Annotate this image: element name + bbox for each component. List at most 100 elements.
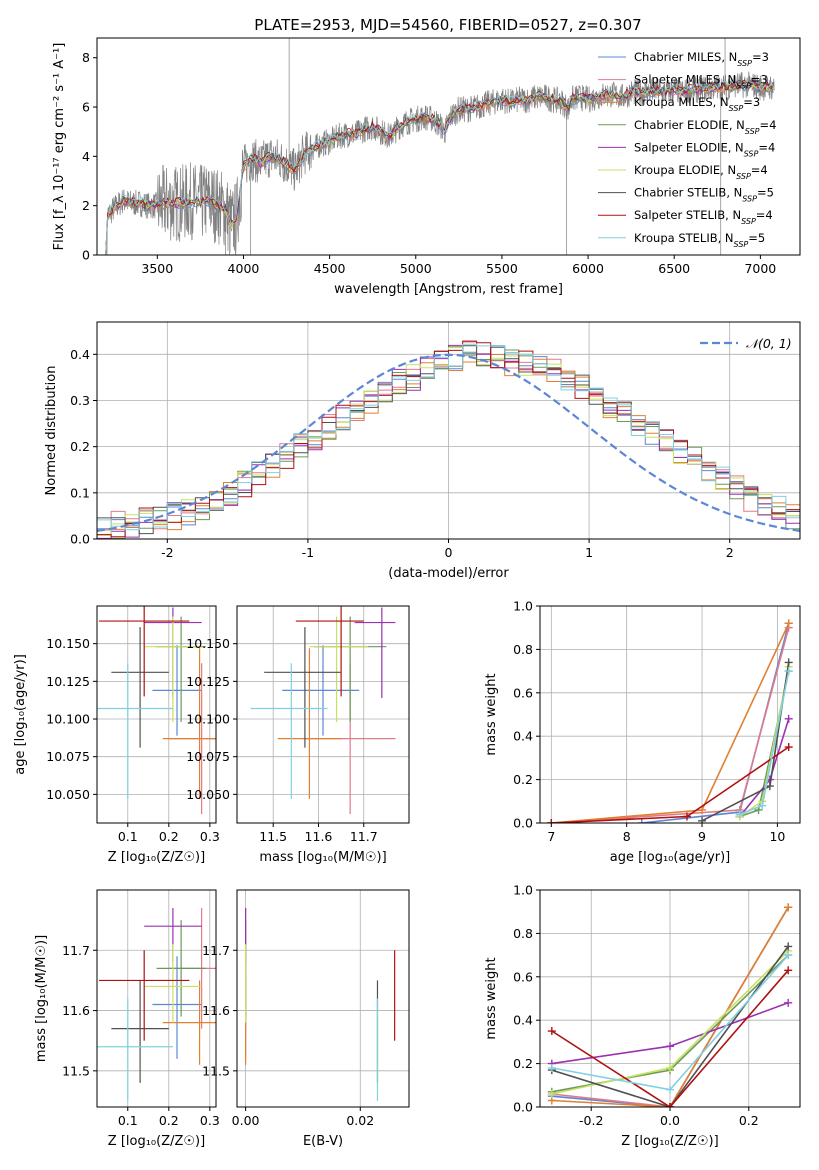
legend-label: Salpeter STELIB, NSSP=4 [634, 208, 773, 226]
age_vs_mass-plot-area [251, 606, 396, 814]
x-tick-label: 9 [698, 829, 706, 844]
x-tick-label: 10 [769, 829, 785, 844]
x-tick-label: 0.00 [232, 1113, 260, 1128]
legend-suffix: =3 [751, 73, 768, 87]
legend-suffix: =5 [757, 186, 774, 200]
mass_vs_Z-axes: 0.1 0.2 0.311.511.611.7Z [log₁₀(Z/Z☉)]mass… [34, 890, 220, 1149]
y-tick-label: 2 [82, 198, 90, 213]
mass_vs_EBV-plot-area [246, 908, 395, 1101]
x-tick-label: 4500 [314, 261, 346, 276]
y-tick-label: 10.050 [46, 787, 90, 802]
y-tick-label: 0.1 [70, 485, 90, 500]
x-axis-label: mass [log₁₀(M/M☉)] [259, 850, 386, 865]
mass-weight-marker [785, 715, 793, 723]
mass-weight-marker [548, 1027, 556, 1035]
mass_vs_Z-frame [97, 890, 216, 1107]
legend-suffix: =4 [756, 208, 773, 222]
legend-label: Kroupa STELIB, NSSP=5 [634, 231, 765, 249]
y-tick-label: 0.4 [513, 729, 533, 744]
y-tick-label: 10.075 [46, 749, 90, 764]
x-tick-label: 3500 [141, 261, 173, 276]
x-tick-label: -2 [161, 545, 173, 560]
residuals-axes: -2 -1 0 1 20.00.10.20.30.4(data-model)/error… [44, 322, 800, 581]
x-axis-label: wavelength [Angstrom, rest frame] [334, 282, 563, 297]
legend-subscript: SSP [742, 194, 757, 203]
x-axis-label: Z [log₁₀(Z/Z☉)] [621, 1134, 718, 1149]
y-tick-label: 0.2 [513, 1056, 533, 1071]
x-tick-label: 11.7 [350, 829, 378, 844]
y-axis-label: mass [log₁₀(M/M☉)] [34, 935, 49, 1062]
y-tick-label: 11.7 [62, 943, 90, 958]
x-tick-label: 11.6 [305, 829, 333, 844]
legend-subscript: SSP [736, 172, 751, 181]
y-axis-label: age [log₁₀(age/yr)] [13, 654, 28, 775]
x-tick-label: 11.5 [259, 829, 287, 844]
legend-label: 𝒩(0, 1) [746, 336, 792, 351]
x-tick-label: 0.02 [346, 1113, 374, 1128]
x-tick-label: 8 [623, 829, 631, 844]
legend-subscript: SSP [729, 104, 744, 113]
legend-label: Salpeter ELODIE, NSSP=4 [634, 140, 775, 158]
legend-label: Kroupa MILES, NSSP=3 [634, 95, 760, 113]
legend-label: Chabrier ELODIE, NSSP=4 [634, 118, 776, 136]
legend-label: Chabrier MILES, NSSP=3 [634, 50, 769, 68]
legend-subscript: SSP [736, 81, 751, 90]
mass-weight-marker [784, 903, 792, 911]
x-tick-label: 5000 [400, 261, 432, 276]
x-axis-label: E(B-V) [303, 1134, 343, 1149]
y-tick-label: 0.6 [513, 969, 533, 984]
y-axis-label: mass weight [484, 957, 499, 1039]
x-tick-label: -0.2 [579, 1113, 603, 1128]
x-tick-label: 4000 [228, 261, 260, 276]
mass-weight-marker [785, 667, 793, 675]
x-axis-label: Z [log₁₀(Z/Z☉)] [108, 1134, 205, 1149]
massweight_vs_age-axes: 7 8 9 100.00.20.40.60.81.0age [log₁₀(age/yr… [484, 599, 800, 866]
y-tick-label: 10.075 [186, 749, 230, 764]
legend-suffix: =4 [758, 140, 775, 154]
y-tick-label: 0.2 [70, 439, 90, 454]
y-tick-label: 11.7 [202, 943, 230, 958]
mass-weight-marker [785, 658, 793, 666]
y-tick-label: 0.0 [513, 816, 533, 831]
figure: PLATE=2953, MJD=54560, FIBERID=0527, z=0… [0, 0, 819, 1170]
x-tick-label: 7 [547, 829, 555, 844]
y-tick-label: 0.8 [513, 642, 533, 657]
legend-label: Chabrier STELIB, NSSP=5 [634, 186, 774, 204]
y-tick-label: 4 [82, 149, 90, 164]
y-tick-label: 0.2 [513, 772, 533, 787]
legend-label: Kroupa ELODIE, NSSP=4 [634, 163, 768, 181]
x-axis-label: age [log₁₀(age/yr)] [610, 850, 731, 865]
legend-suffix: =3 [752, 50, 769, 64]
y-tick-label: 0.4 [70, 347, 90, 362]
y-tick-label: 10.125 [46, 674, 90, 689]
mass-weight-marker [785, 619, 793, 627]
y-tick-label: 11.6 [202, 1003, 230, 1018]
y-tick-label: 10.100 [186, 712, 230, 727]
legend-subscript: SSP [734, 239, 749, 248]
y-tick-label: 0.0 [70, 532, 90, 547]
legend-suffix: =3 [743, 95, 760, 109]
y-tick-label: 0 [82, 248, 90, 263]
x-tick-label: 0 [445, 545, 453, 560]
y-tick-label: 0.8 [513, 926, 533, 941]
x-tick-label: 0.1 [118, 1113, 138, 1128]
figure-title: PLATE=2953, MJD=54560, FIBERID=0527, z=0… [254, 16, 641, 34]
x-axis-label: (data-model)/error [388, 566, 509, 581]
x-tick-label: 0.2 [739, 1113, 759, 1128]
y-tick-label: 1.0 [513, 599, 533, 614]
x-tick-label: -1 [302, 545, 314, 560]
mass_vs_EBV-frame [237, 890, 409, 1107]
y-tick-label: 10.100 [46, 712, 90, 727]
legend-suffix: =4 [760, 118, 777, 132]
y-axis-label: Flux [f_λ 10⁻¹⁷ erg cm⁻² s⁻¹ A⁻¹] [52, 43, 67, 251]
y-tick-label: 10.150 [46, 636, 90, 651]
legend-subscript: SSP [737, 59, 752, 68]
y-tick-label: 6 [82, 100, 90, 115]
y-tick-label: 10.050 [186, 787, 230, 802]
y-axis-label: Normed distribution [44, 366, 59, 496]
x-tick-label: 0.2 [159, 829, 179, 844]
x-tick-label: 0.3 [200, 829, 220, 844]
legend-subscript: SSP [745, 126, 760, 135]
legend-subscript: SSP [744, 149, 759, 158]
legend-suffix: =5 [748, 231, 765, 245]
